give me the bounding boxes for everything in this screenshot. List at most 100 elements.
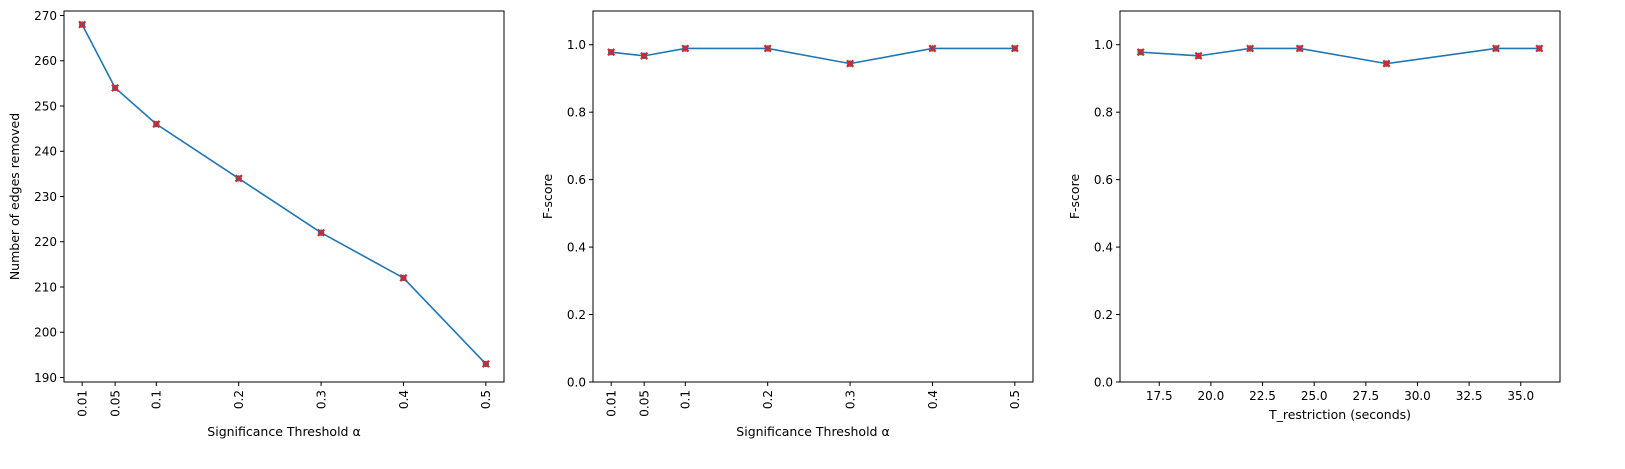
- data-point-marker: [1246, 44, 1255, 53]
- x-axis-label: Significance Threshold α: [207, 424, 360, 439]
- data-point-marker: [1295, 44, 1304, 53]
- x-tick-label: 0.3: [314, 390, 328, 409]
- x-tick-label: 35.0: [1507, 389, 1534, 403]
- marker-stroke: [928, 44, 937, 53]
- data-point-marker: [1010, 44, 1019, 53]
- marker-stroke: [399, 273, 408, 282]
- marker-stroke: [846, 59, 855, 68]
- data-point-marker: [1136, 48, 1145, 57]
- y-tick-label: 270: [34, 9, 57, 23]
- y-tick-label: 0.2: [567, 308, 586, 322]
- data-point-marker: [846, 59, 855, 68]
- axes-frame: [1119, 10, 1561, 383]
- data-point-marker: [399, 273, 408, 282]
- marker-stroke: [1535, 44, 1544, 53]
- marker-stroke: [481, 359, 490, 368]
- marker-stroke: [607, 48, 616, 57]
- x-tick-label: 0.4: [397, 390, 411, 409]
- x-tick-label: 0.05: [108, 390, 122, 417]
- x-tick-label: 0.05: [637, 390, 651, 417]
- marker-stroke: [1010, 44, 1019, 53]
- marker-stroke: [317, 228, 326, 237]
- x-tick-label: 0.2: [232, 390, 246, 409]
- y-tick-label: 0.4: [1094, 240, 1113, 254]
- y-tick-label: 1.0: [567, 38, 586, 52]
- y-tick-label: 0.0: [567, 375, 586, 389]
- marker-stroke: [1491, 44, 1500, 53]
- marker-stroke: [763, 44, 772, 53]
- series-line: [81, 24, 487, 365]
- data-point-marker: [640, 51, 649, 60]
- marker-stroke: [111, 83, 120, 92]
- marker-stroke: [681, 44, 690, 53]
- x-tick-label: 0.5: [1008, 390, 1022, 409]
- y-tick-label: 190: [34, 371, 57, 385]
- data-point-marker: [928, 44, 937, 53]
- marker-stroke: [1382, 59, 1391, 68]
- x-tick-label: 0.3: [843, 390, 857, 409]
- x-tick-label: 0.5: [479, 390, 493, 409]
- data-point-marker: [234, 174, 243, 183]
- data-point-marker: [111, 83, 120, 92]
- x-tick-label: 25.0: [1301, 389, 1328, 403]
- data-point-marker: [1382, 59, 1391, 68]
- data-point-marker: [1194, 51, 1203, 60]
- data-point-marker: [1535, 44, 1544, 53]
- marker-stroke: [1295, 44, 1304, 53]
- data-point-marker: [152, 120, 161, 129]
- marker-stroke: [1246, 44, 1255, 53]
- y-tick-label: 0.0: [1094, 375, 1113, 389]
- chart-panel-fscore-trestriction: T_restriction (seconds) F-score 0.0 0.2 0.…: [1067, 10, 1561, 422]
- y-tick-label: 200: [34, 326, 57, 340]
- data-point-marker: [1491, 44, 1500, 53]
- x-tick-label: 0.01: [604, 390, 618, 417]
- x-tick-label: 17.5: [1146, 389, 1173, 403]
- x-tick-label: 0.4: [926, 390, 940, 409]
- y-tick-label: 250: [34, 99, 57, 113]
- chart-panel-edges-removed: Significance Threshold α Number of edges…: [7, 9, 505, 439]
- marker-stroke: [1136, 48, 1145, 57]
- x-tick-label: 0.1: [150, 390, 164, 409]
- y-tick-label: 0.8: [1094, 105, 1113, 119]
- x-tick-label: 0.01: [75, 390, 89, 417]
- y-axis-label: F-score: [1067, 174, 1082, 220]
- x-tick-label: 0.2: [761, 390, 775, 409]
- data-point-marker: [481, 359, 490, 368]
- y-tick-label: 240: [34, 145, 57, 159]
- x-tick-label: 32.5: [1456, 389, 1483, 403]
- data-point-marker: [78, 20, 87, 29]
- x-axis-label: T_restriction (seconds): [1268, 407, 1411, 422]
- data-point-marker: [607, 48, 616, 57]
- y-axis-label: F-score: [540, 174, 555, 220]
- y-tick-label: 0.2: [1094, 308, 1113, 322]
- x-axis-label: Significance Threshold α: [736, 424, 889, 439]
- y-axis-label: Number of edges removed: [7, 113, 22, 280]
- axes-frame: [63, 10, 505, 383]
- data-point-marker: [317, 228, 326, 237]
- y-tick-label: 1.0: [1094, 38, 1113, 52]
- data-point-marker: [681, 44, 690, 53]
- marker-stroke: [78, 20, 87, 29]
- axes-frame: [592, 10, 1034, 383]
- x-tick-label: 20.0: [1198, 389, 1225, 403]
- y-tick-label: 210: [34, 280, 57, 294]
- y-tick-label: 0.4: [567, 240, 586, 254]
- series-line: [611, 47, 1015, 65]
- data-point-marker: [763, 44, 772, 53]
- x-tick-label: 0.1: [679, 390, 693, 409]
- x-tick-label: 27.5: [1352, 389, 1379, 403]
- chart-panel-fscore-alpha: Significance Threshold α F-score 0.0 0.2 0…: [540, 10, 1034, 439]
- marker-stroke: [152, 120, 161, 129]
- y-tick-label: 220: [34, 235, 57, 249]
- marker-stroke: [1194, 51, 1203, 60]
- y-tick-label: 230: [34, 190, 57, 204]
- marker-stroke: [640, 51, 649, 60]
- x-tick-label: 22.5: [1249, 389, 1276, 403]
- y-tick-label: 0.8: [567, 105, 586, 119]
- y-tick-label: 0.6: [1094, 173, 1113, 187]
- marker-stroke: [234, 174, 243, 183]
- y-tick-label: 0.6: [567, 173, 586, 187]
- y-tick-label: 260: [34, 54, 57, 68]
- x-tick-label: 30.0: [1404, 389, 1431, 403]
